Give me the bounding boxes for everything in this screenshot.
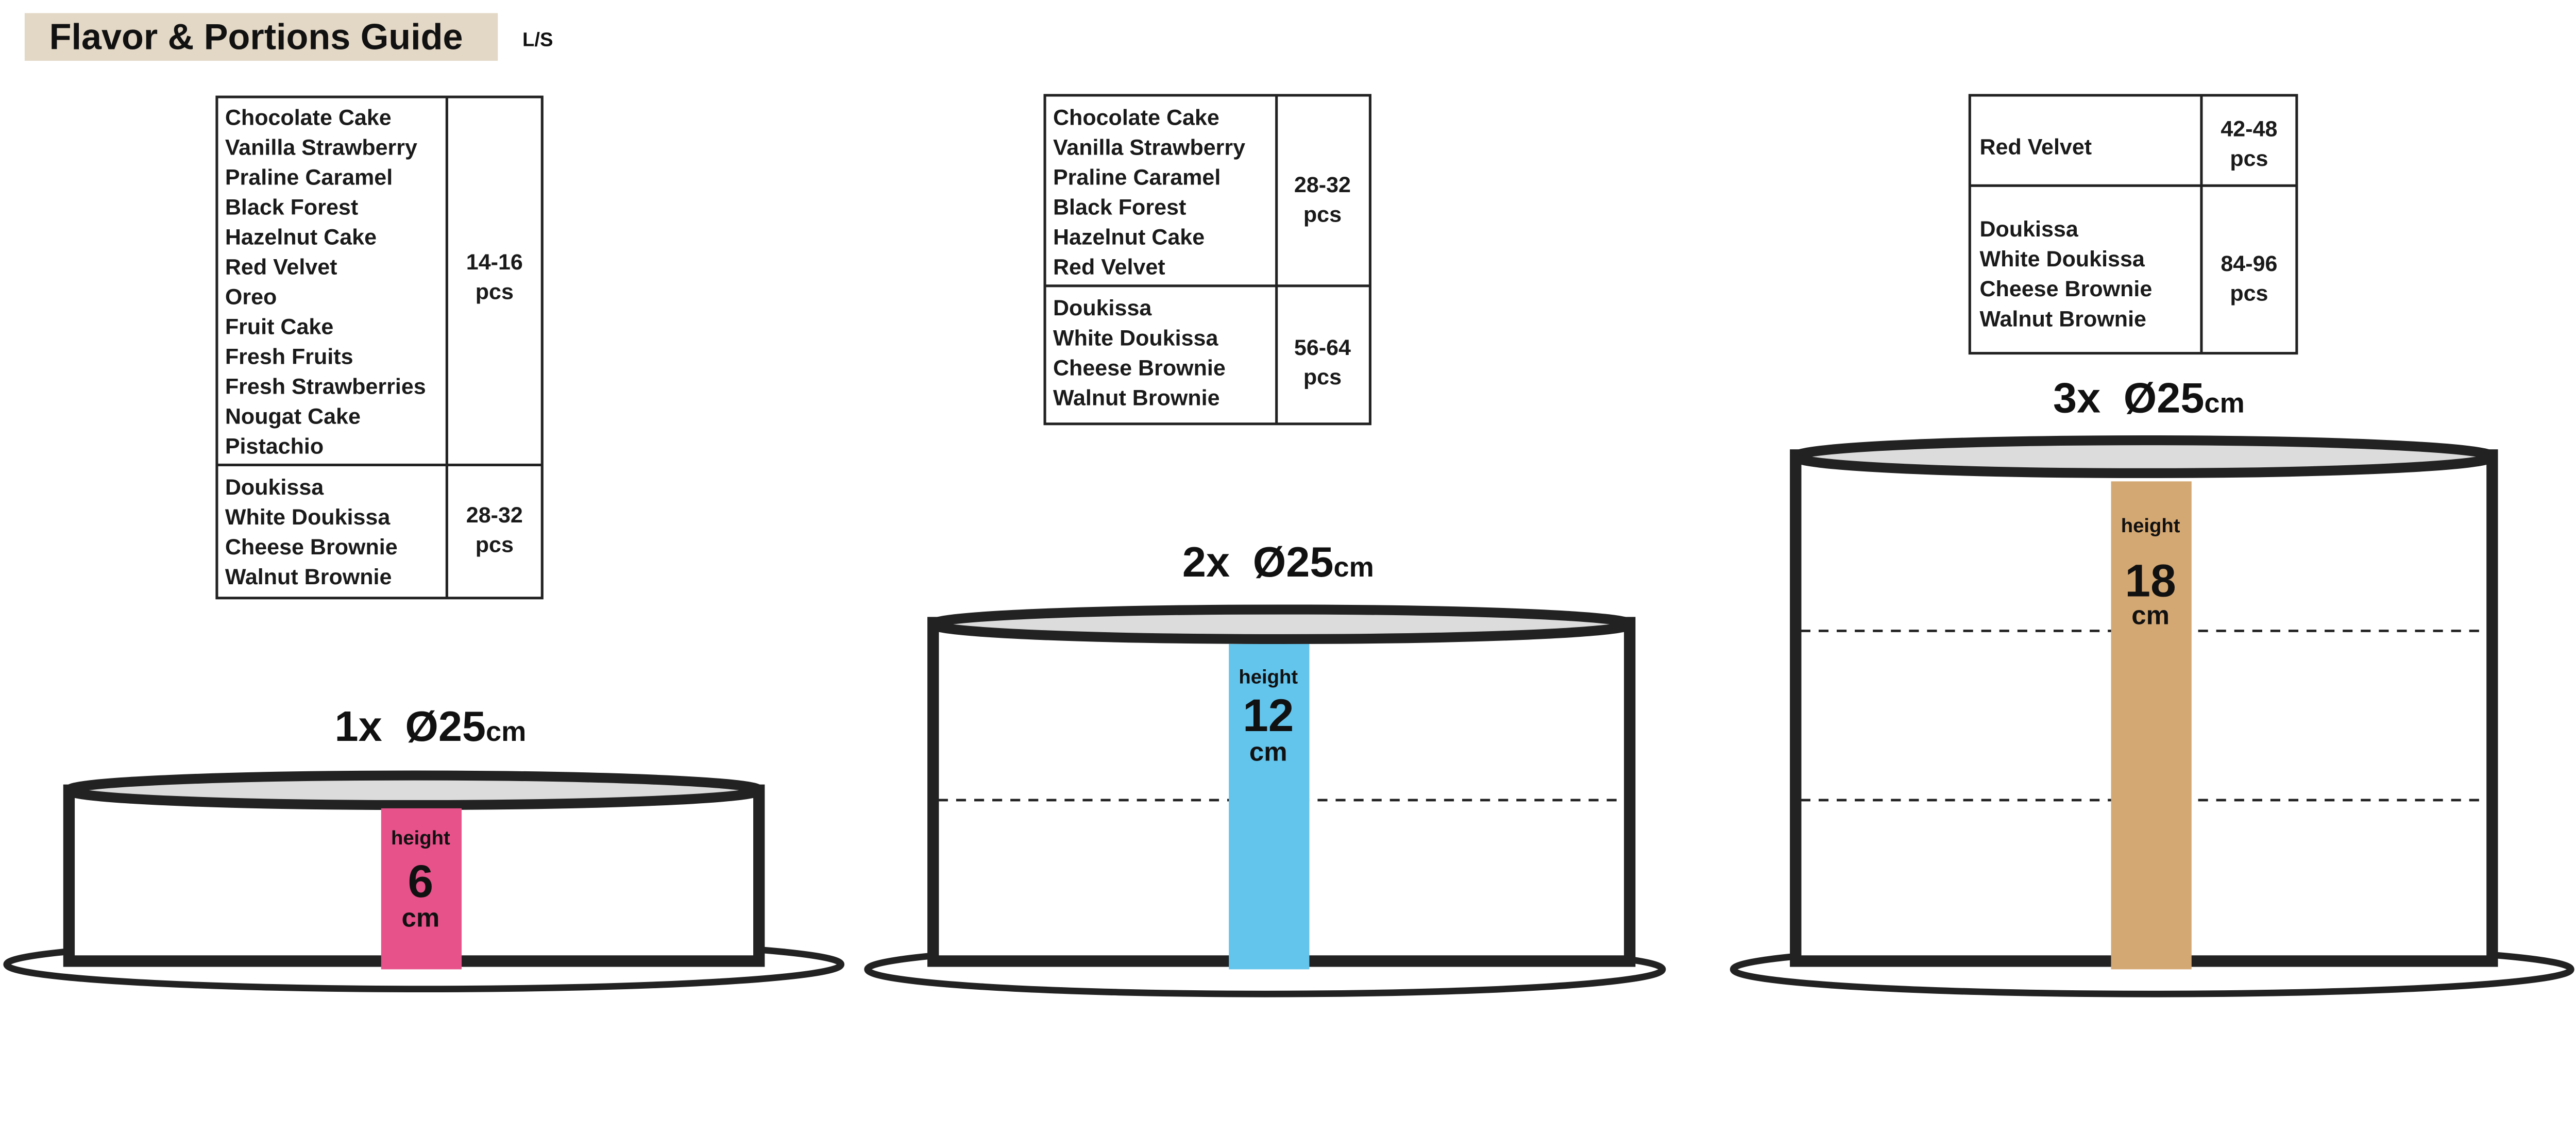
flavor-name: Walnut Brownie: [1053, 385, 1220, 410]
cake-top: [1790, 435, 2497, 478]
cake-1-tier: height 6 cm 1x Ø25cm: [3, 702, 845, 993]
portion-unit: pcs: [2230, 281, 2268, 306]
portion-table-3: Red Velvet 42-48 pcs Doukissa White Doukissa…: [1968, 94, 2298, 355]
flavor-name: Pistachio: [225, 434, 324, 459]
flavor-name: Black Forest: [1053, 195, 1186, 219]
cake-3-tier: height 18 cm 3x Ø25cm: [1730, 374, 2574, 997]
table-row: Doukissa White Doukissa Cheese Brownie Waln…: [1979, 217, 2277, 331]
flavor-name: Cheese Brownie: [1979, 277, 2152, 301]
flavor-name: Fresh Strawberries: [225, 375, 426, 399]
flavor-name: Red Velvet: [1053, 255, 1165, 280]
height-value: 18: [2125, 555, 2176, 606]
table-row: Red Velvet 42-48 pcs: [1979, 117, 2277, 171]
cake-size-label: 2x Ø25cm: [1182, 538, 1374, 586]
flavor-name: Nougat Cake: [225, 404, 361, 429]
portion-count: 84-96: [2221, 251, 2277, 276]
height-band: [1229, 644, 1310, 970]
flavor-name: Oreo: [225, 285, 277, 310]
height-label: height: [2121, 515, 2180, 537]
title-banner: [24, 13, 498, 61]
height-value: 6: [408, 855, 433, 907]
portion-count: 42-48: [2221, 117, 2277, 142]
portion-count: 56-64: [1294, 335, 1351, 360]
page-title: Flavor & Portions Guide: [49, 16, 463, 57]
portion-table-1: Chocolate Cake Vanilla Strawberry Praline …: [215, 95, 544, 600]
portions-guide: Flavor & Portions Guide L/S Chocolate Ca…: [3, 13, 2574, 997]
height-label: height: [391, 827, 450, 849]
flavor-name: Walnut Brownie: [225, 565, 392, 589]
portion-unit: pcs: [1303, 365, 1342, 390]
flavor-name: Fresh Fruits: [225, 345, 353, 369]
portion-count: 28-32: [466, 503, 523, 528]
flavor-name: Doukissa: [1979, 217, 2078, 242]
table-row: Chocolate Cake Vanilla Strawberry Praline …: [225, 105, 523, 459]
flavor-name: Vanilla Strawberry: [225, 135, 417, 160]
flavor-name: Cheese Brownie: [225, 535, 398, 560]
cake-size-label: 1x Ø25cm: [335, 702, 527, 750]
flavor-name: Chocolate Cake: [1053, 105, 1219, 130]
flavor-name: Chocolate Cake: [225, 105, 392, 130]
height-band: [381, 808, 462, 970]
flavor-name: Hazelnut Cake: [1053, 225, 1205, 249]
flavor-name: Praline Caramel: [1053, 165, 1221, 190]
height-label: height: [1239, 666, 1298, 688]
flavor-name: White Doukissa: [1979, 247, 2145, 272]
cake-2-tier: height 12 cm 2x Ø25cm: [864, 538, 1666, 997]
portion-table-2: Chocolate Cake Vanilla Strawberry Praline …: [1043, 94, 1371, 426]
flavor-name: Red Velvet: [1979, 135, 2092, 160]
flavor-name: Doukissa: [1053, 296, 1152, 320]
portion-unit: pcs: [1303, 202, 1342, 227]
flavor-name: Fruit Cake: [225, 315, 333, 340]
cake-top: [928, 604, 1635, 644]
table-row: Doukissa White Doukissa Cheese Brownie Waln…: [1053, 296, 1351, 410]
flavor-name: White Doukissa: [225, 505, 391, 530]
height-unit: cm: [401, 903, 439, 932]
table-row: Doukissa White Doukissa Cheese Brownie Waln…: [225, 475, 523, 589]
cake-top: [64, 770, 764, 810]
portion-unit: pcs: [476, 532, 514, 557]
table-row: Chocolate Cake Vanilla Strawberry Praline …: [1053, 105, 1351, 279]
flavor-name: Cheese Brownie: [1053, 356, 1226, 380]
flavor-name: Walnut Brownie: [1979, 307, 2146, 331]
flavor-name: Hazelnut Cake: [225, 225, 377, 249]
flavor-name: Red Velvet: [225, 255, 337, 280]
height-value: 12: [1243, 689, 1294, 741]
flavor-name: Black Forest: [225, 195, 358, 219]
subtitle: L/S: [522, 28, 553, 50]
flavor-name: White Doukissa: [1053, 326, 1218, 350]
portion-count: 14-16: [466, 250, 523, 275]
height-unit: cm: [2131, 601, 2170, 630]
height-unit: cm: [1249, 737, 1287, 766]
flavor-name: Doukissa: [225, 475, 324, 500]
flavor-name: Vanilla Strawberry: [1053, 135, 1245, 160]
portion-unit: pcs: [476, 279, 514, 304]
portion-count: 28-32: [1294, 173, 1351, 197]
cake-size-label: 3x Ø25cm: [2053, 374, 2245, 421]
portion-unit: pcs: [2230, 146, 2268, 171]
height-band: [2111, 481, 2192, 970]
flavor-name: Praline Caramel: [225, 165, 393, 190]
